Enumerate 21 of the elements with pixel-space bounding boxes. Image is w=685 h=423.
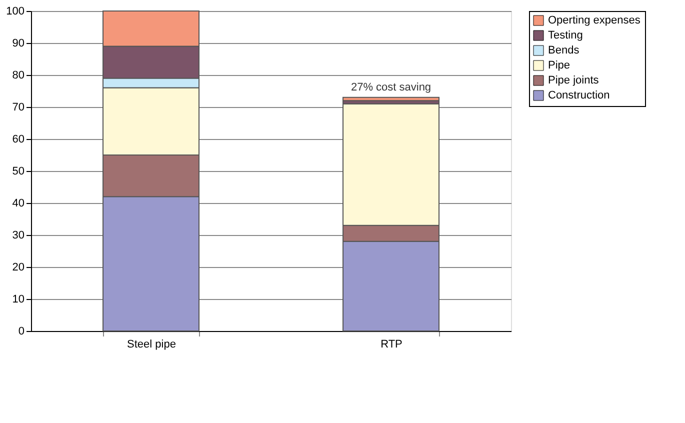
y-tick-label: 40 xyxy=(12,198,24,210)
legend-label: Operting expenses xyxy=(548,14,641,26)
y-tick-label: 30 xyxy=(12,230,24,242)
x-tick-label: Steel pipe xyxy=(127,338,176,350)
y-tick-label: 100 xyxy=(6,6,24,18)
x-tick-label: RTP xyxy=(380,338,402,350)
annotation: 27% cost saving xyxy=(350,81,432,94)
legend-label: Testing xyxy=(548,30,583,42)
y-tick-label: 90 xyxy=(12,38,24,50)
legend-label: Pipe joints xyxy=(548,74,600,86)
y-tick-label: 10 xyxy=(12,294,24,306)
y-tick-label: 70 xyxy=(12,102,24,114)
legend-label: Pipe xyxy=(548,60,570,72)
y-tick-label: 60 xyxy=(12,134,24,146)
y-tick-label: 0 xyxy=(18,326,24,338)
legend-label: Bends xyxy=(548,44,580,56)
y-tick-label: 20 xyxy=(12,262,24,274)
bar xyxy=(342,96,440,102)
y-tick-label: 50 xyxy=(12,166,24,178)
legend-label: Construction xyxy=(548,90,610,102)
y-tick-label: 80 xyxy=(12,70,24,82)
